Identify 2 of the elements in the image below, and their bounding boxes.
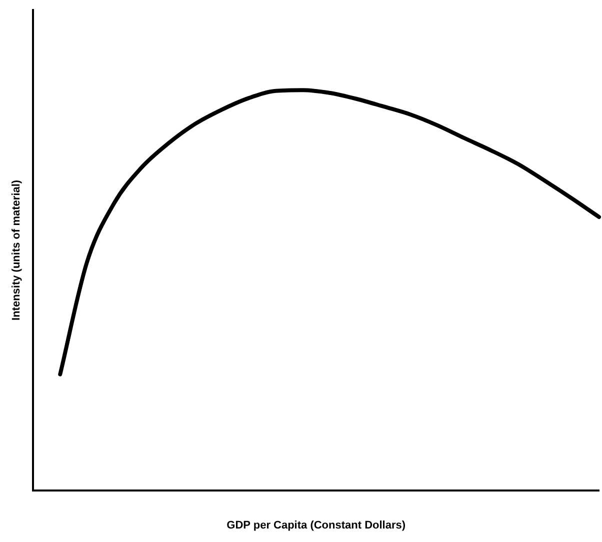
y-axis-title: Intensity (units of material): [10, 180, 23, 320]
x-axis-title: GDP per Capita (Constant Dollars): [226, 519, 406, 532]
